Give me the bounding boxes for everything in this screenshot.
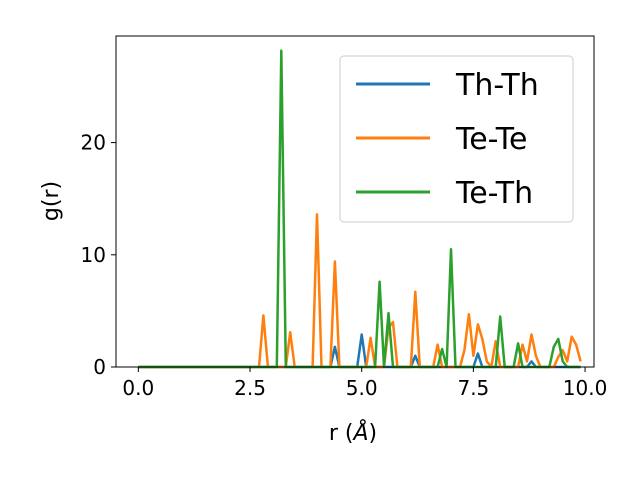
x-axis-label: r (Å) (329, 419, 377, 446)
x-tick-label: 5.0 (346, 376, 378, 400)
legend: Th-Th Te-Te Te-Th (339, 55, 574, 223)
x-axis-ticks: 0.0 2.5 5.0 7.5 10.0 (122, 367, 607, 400)
x-tick-label: 7.5 (457, 376, 489, 400)
x-axis-label-prefix: r ( (329, 421, 354, 446)
legend-label-te-te: Te-Te (455, 122, 527, 157)
y-axis-ticks: 0 10 20 (81, 131, 116, 379)
x-tick-label: 2.5 (234, 376, 266, 400)
y-axis-label: g(r) (39, 181, 64, 221)
x-tick-label: 10.0 (563, 376, 608, 400)
x-axis-label-suffix: ) (369, 421, 378, 446)
legend-label-te-th: Te-Th (455, 176, 533, 211)
legend-label-th-th: Th-Th (455, 68, 539, 103)
y-tick-label: 10 (81, 243, 106, 267)
x-axis-label-unit: Å (351, 419, 368, 446)
plot-frame (115, 35, 595, 368)
y-tick-label: 0 (93, 355, 106, 379)
legend-frame (339, 55, 574, 223)
x-tick-label: 0.0 (122, 376, 154, 400)
legend-items: Th-Th Te-Te Te-Th (356, 68, 539, 211)
y-tick-label: 20 (81, 131, 106, 155)
